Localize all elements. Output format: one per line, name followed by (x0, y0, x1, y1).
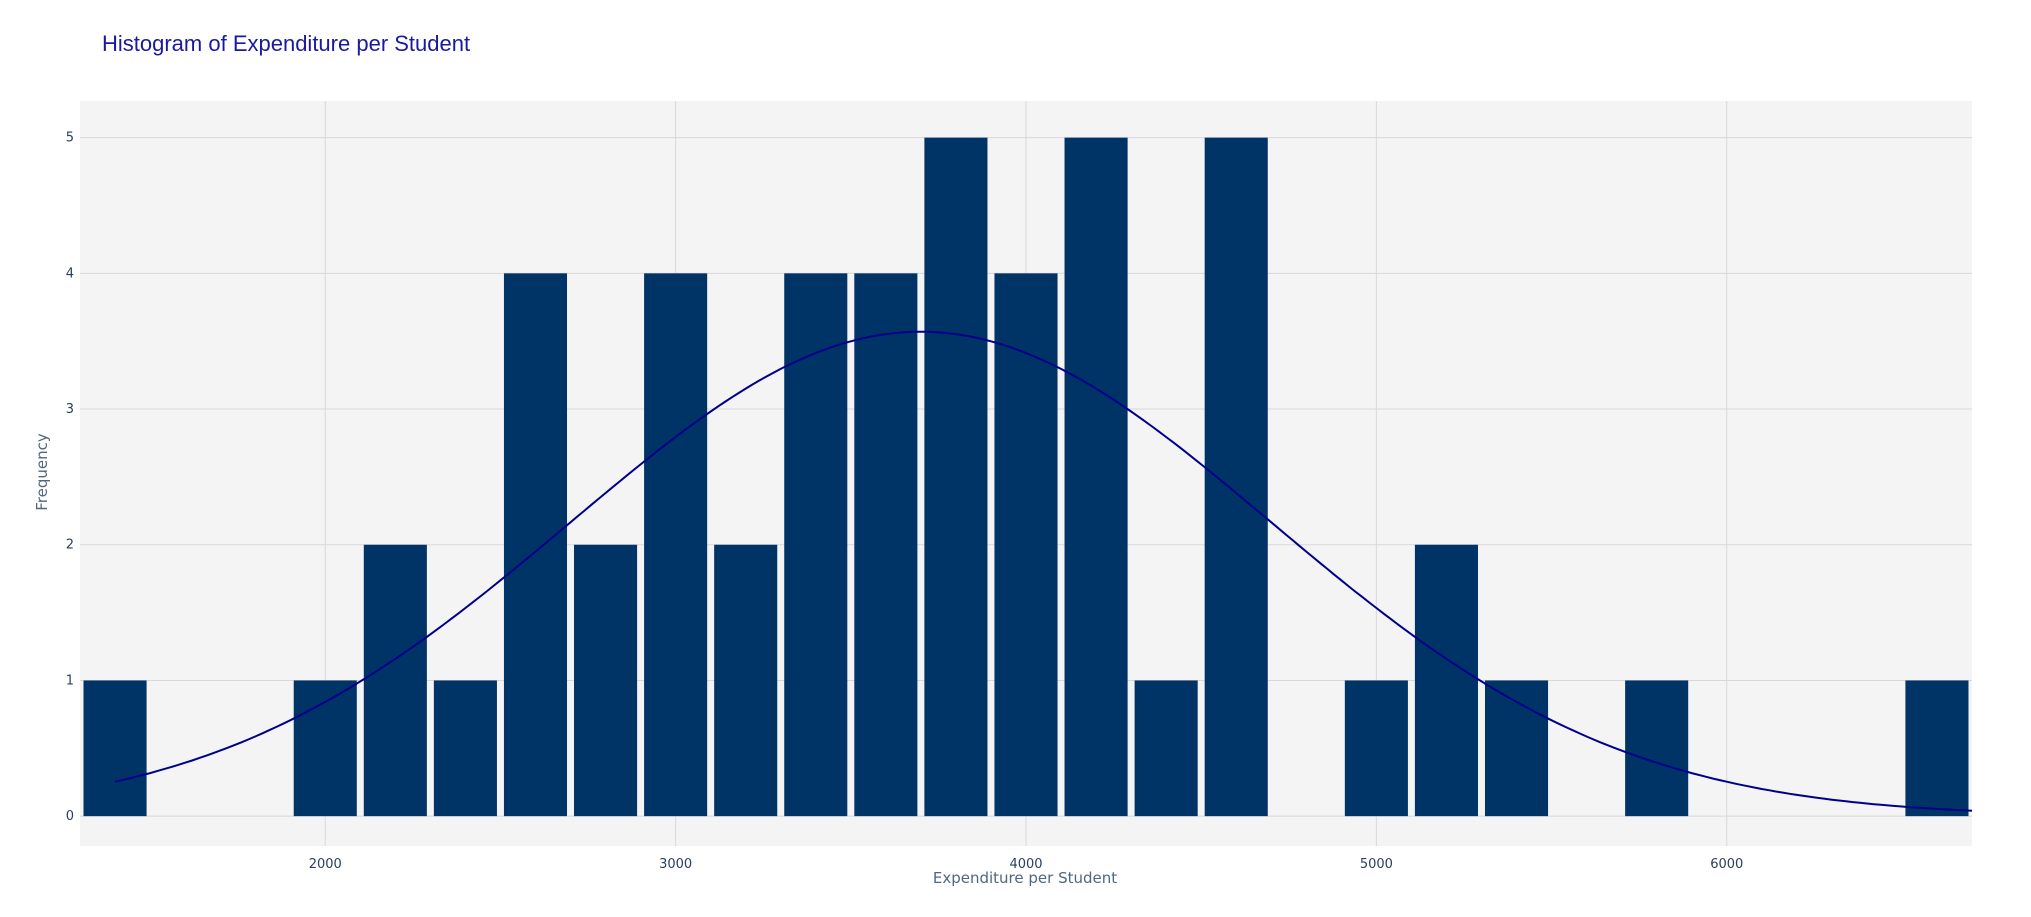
histogram-bar (83, 680, 147, 817)
histogram-bar (784, 273, 848, 817)
histogram-bar (1905, 680, 1969, 817)
y-tick-label: 2 (66, 538, 74, 553)
histogram-bar (1625, 680, 1689, 817)
histogram-bar (644, 273, 708, 817)
histogram-bar (714, 544, 778, 817)
y-tick-label: 4 (66, 266, 74, 281)
histogram-bar (924, 137, 988, 817)
histogram-bar (433, 680, 497, 817)
distribution-curve (114, 330, 1973, 812)
histogram-bar (1064, 137, 1128, 817)
x-tick-label: 6000 (1710, 857, 1743, 872)
y-axis-title: Frequency (33, 433, 51, 511)
histogram-bar (1204, 137, 1268, 817)
histogram-bar (574, 544, 638, 817)
histogram-bar (363, 544, 427, 817)
x-tick-label: 4000 (1009, 857, 1042, 872)
y-tick-label: 5 (66, 131, 74, 146)
histogram-bar (1414, 544, 1478, 817)
x-tick-label: 5000 (1360, 857, 1393, 872)
histogram-bars (83, 137, 1969, 817)
y-tick-label: 1 (66, 673, 74, 688)
y-axis-ticks: 0 1 2 3 4 5 (66, 131, 74, 825)
histogram-bar (1484, 680, 1549, 817)
histogram-bar (503, 273, 568, 817)
x-axis-ticks: 2000 3000 4000 5000 6000 (309, 857, 1744, 872)
histogram-bar (854, 273, 918, 817)
x-tick-label: 2000 (309, 857, 342, 872)
histogram-bar (1134, 680, 1198, 817)
chart-title: Histogram of Expenditure per Student (102, 31, 470, 56)
histogram-bar (1344, 680, 1408, 817)
y-tick-label: 0 (66, 809, 74, 824)
x-tick-label: 3000 (659, 857, 692, 872)
y-tick-label: 3 (66, 402, 74, 417)
x-axis-title: Expenditure per Student (933, 869, 1117, 887)
histogram-bar (994, 273, 1058, 817)
